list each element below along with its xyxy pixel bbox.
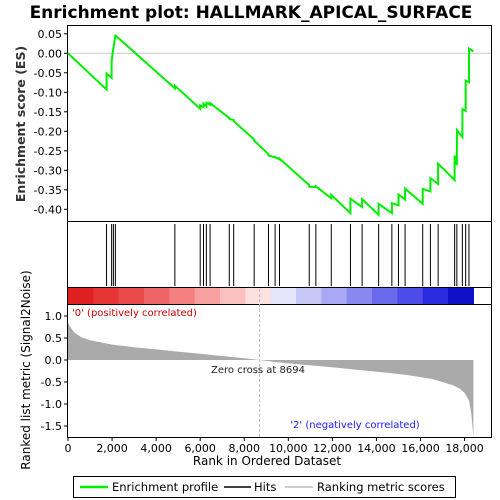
heatmap-segment <box>422 288 449 304</box>
x-tick-label: 6,000 <box>184 442 216 455</box>
metric-y-tick-label: -1.0 <box>41 398 62 411</box>
negative-correlation-label: '2' (negatively correlated) <box>290 420 419 431</box>
es-plot-frame <box>67 25 492 222</box>
heatmap-segment <box>448 288 474 304</box>
metric-y-axis-label: Ranked list metric (Signal2Noise) <box>19 270 33 469</box>
legend-label-ranking-metric: Ranking metric scores <box>317 480 445 494</box>
es-y-tick-label: -0.35 <box>34 184 62 197</box>
es-y-tick-label: 0.05 <box>38 28 63 41</box>
metric-y-tick-label: -1.5 <box>41 420 62 433</box>
es-y-axis-ticks: 0.05 0.00 -0.05 -0.10 -0.15 -0.20 -0.25 -0.30 -0… <box>34 28 68 216</box>
heatmap-segment <box>93 288 120 304</box>
ranking-metric-fill <box>68 322 474 437</box>
chart-title: Enrichment plot: HALLMARK_APICAL_SURFACE <box>30 3 473 23</box>
x-tick-label: 16,000 <box>401 442 440 455</box>
zero-cross-label: Zero cross at 8694 <box>211 365 305 376</box>
x-tick-label: 12,000 <box>313 442 352 455</box>
heatmap-segment <box>220 288 246 304</box>
heatmap-segment <box>245 288 272 304</box>
enrichment-profile-series <box>67 34 474 218</box>
legend-item-ranking-metric: Ranking metric scores <box>285 480 445 494</box>
x-axis-label: Rank in Ordered Dataset <box>193 454 341 468</box>
ranking-metric-area <box>68 322 474 437</box>
metric-x-axis-ticks: 0 2,000 4,000 6,000 8,000 10,000 12,000 14,000 1… <box>65 437 484 455</box>
legend-item-hits: Hits <box>224 480 276 494</box>
metric-y-tick-label: 1.0 <box>45 310 63 323</box>
legend-label-enrichment-profile: Enrichment profile <box>112 480 218 494</box>
legend: Enrichment profile Hits Ranking metric s… <box>73 476 456 498</box>
es-y-tick-label: 0.00 <box>38 47 63 60</box>
heatmap-segment <box>194 288 221 304</box>
metric-y-tick-label: 0.0 <box>45 354 63 367</box>
x-tick-label: 8,000 <box>229 442 261 455</box>
metric-y-axis-ticks: 1.0 0.5 0.0 -0.5 -1.0 -1.5 <box>41 310 68 433</box>
hit-marks <box>106 224 470 286</box>
x-tick-label: 18,000 <box>445 442 484 455</box>
x-tick-label: 4,000 <box>140 442 172 455</box>
legend-frame <box>73 476 456 498</box>
heatmap-segment <box>68 288 94 304</box>
legend-label-hits: Hits <box>254 480 276 494</box>
metric-y-tick-label: 0.5 <box>45 332 63 345</box>
positive-correlation-label: '0' (positively correlated) <box>72 308 197 319</box>
heatmap-segment <box>118 288 145 304</box>
x-tick-label: 2,000 <box>96 442 128 455</box>
es-y-tick-label: -0.25 <box>34 145 62 158</box>
heatmap-segment <box>296 288 322 304</box>
es-y-tick-label: -0.30 <box>34 164 62 177</box>
heatmap-segment <box>372 288 398 304</box>
es-y-tick-label: -0.40 <box>34 203 62 216</box>
heatmap-segment <box>169 288 196 304</box>
legend-item-enrichment-profile: Enrichment profile <box>80 480 218 494</box>
es-y-tick-label: -0.05 <box>34 67 62 80</box>
heatmap-segment <box>144 288 170 304</box>
enrichment-profile-line <box>67 34 474 218</box>
heatmap-segment <box>397 288 424 304</box>
x-tick-label: 0 <box>65 442 72 455</box>
es-y-tick-label: -0.10 <box>34 86 62 99</box>
metric-panel: 1.0 0.5 0.0 -0.5 -1.0 -1.5 0 2,000 4,000 6,000 8,… <box>19 270 492 470</box>
heatmap-segment <box>270 288 297 304</box>
heatmap-segment <box>346 288 373 304</box>
heatmap-segment <box>321 288 348 304</box>
es-panel: 0.05 0.00 -0.05 -0.10 -0.15 -0.20 -0.25 -0.30 -0… <box>13 25 492 222</box>
es-y-tick-label: -0.20 <box>34 125 62 138</box>
x-tick-label: 14,000 <box>357 442 396 455</box>
es-y-tick-label: -0.15 <box>34 106 62 119</box>
metric-y-tick-label: -0.5 <box>41 376 62 389</box>
es-y-axis-label: Enrichment score (ES) <box>13 46 28 202</box>
x-tick-label: 10,000 <box>269 442 308 455</box>
hits-panel <box>67 221 492 305</box>
rank-heatmap-bar <box>68 288 474 304</box>
